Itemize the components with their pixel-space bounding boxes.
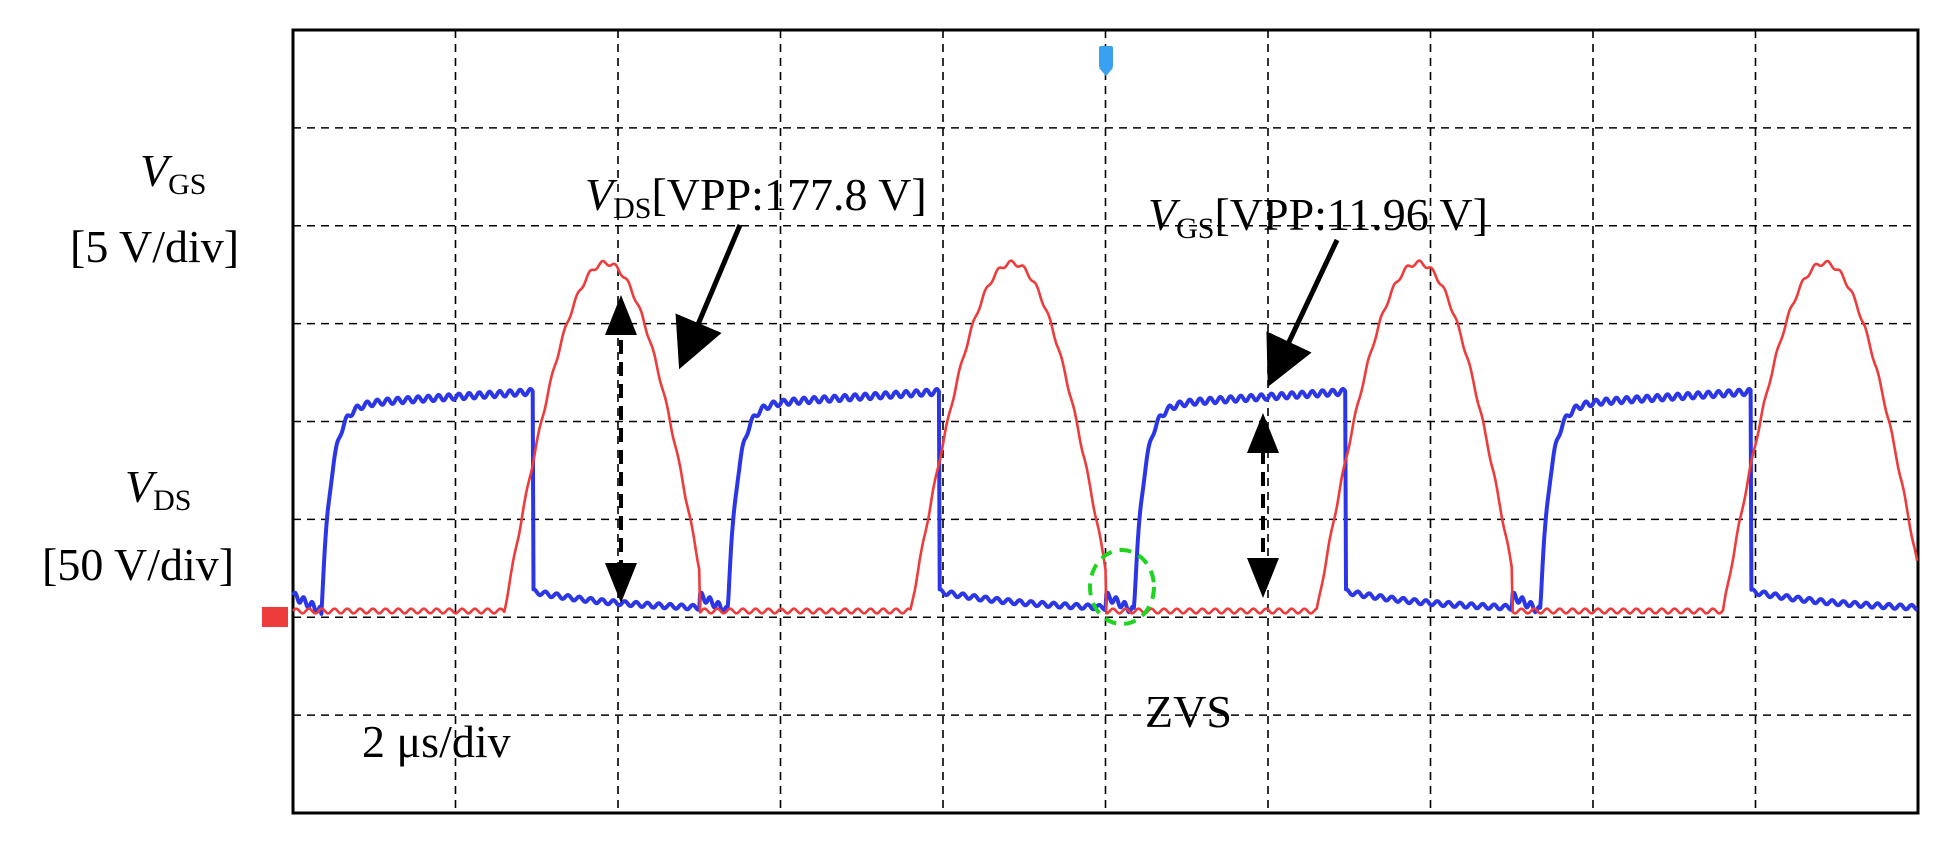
vds-axis-label: VDS — [125, 461, 191, 517]
vds-vpp-annotation: VDS[VPP:177.8 V] — [585, 169, 927, 225]
vds-scale-label: [50 V/div] — [42, 539, 234, 590]
vgs-axis-label: VGS — [140, 145, 206, 201]
vgs-annot-arrow — [1266, 238, 1340, 388]
scope-frame — [291, 28, 1920, 815]
vgs-scale-label: [5 V/div] — [70, 221, 239, 272]
trigger-marker — [1099, 46, 1113, 76]
vds-waveform — [292, 259, 1919, 615]
timebase-label: 2 μs/div — [362, 716, 511, 767]
zvs-label: ZVS — [1145, 686, 1232, 737]
vgs-vpp-annotation: VGS[VPP:11.96 V] — [1148, 189, 1488, 245]
channel-ground-marker — [262, 607, 288, 627]
zvs-marker-circle — [1088, 548, 1156, 626]
scope-grid — [293, 30, 1918, 813]
vds-annot-arrow — [675, 224, 743, 370]
vds-vpp-double-arrow — [605, 295, 637, 603]
vgs-vpp-double-arrow — [1247, 413, 1279, 598]
